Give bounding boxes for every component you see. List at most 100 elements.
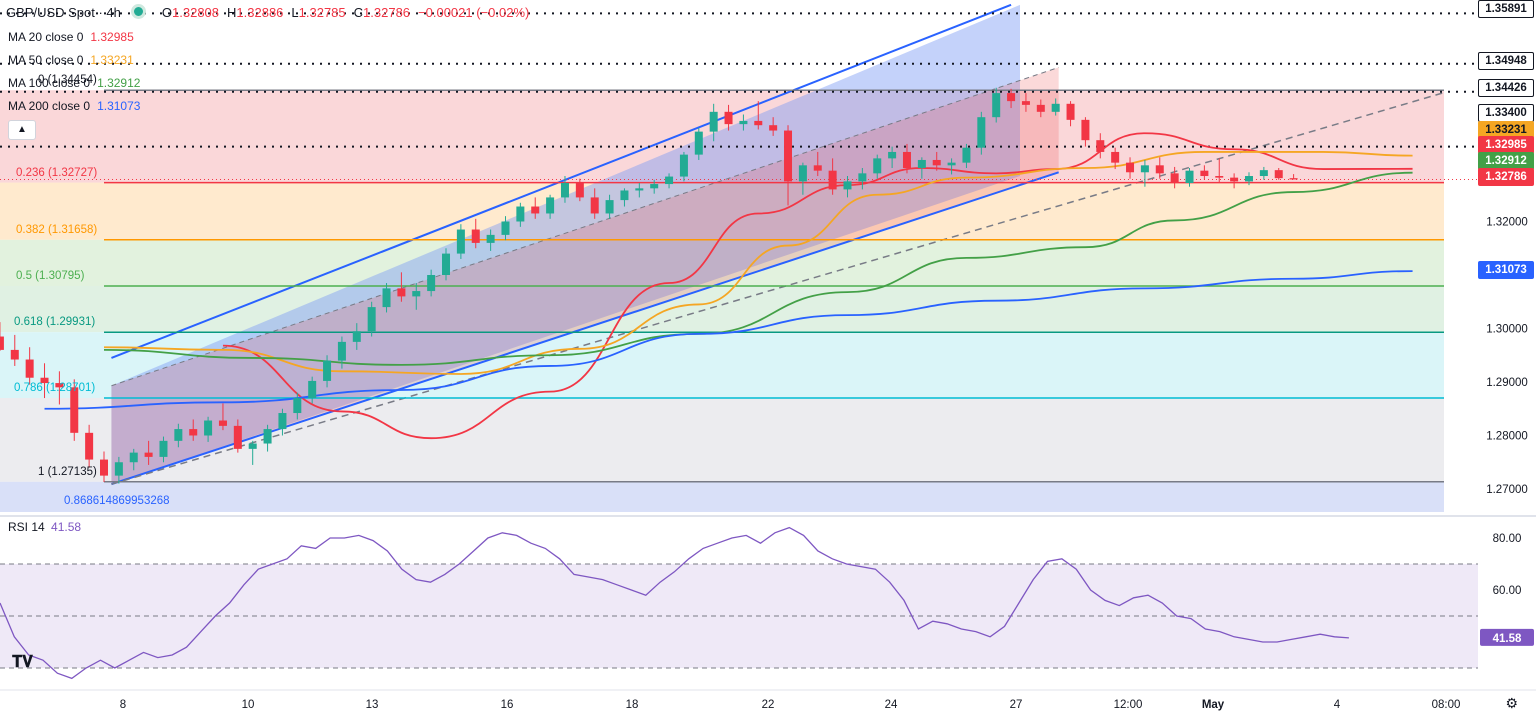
candle-body — [114, 462, 123, 476]
fib-level-label: 0.618 (1.29931) — [14, 316, 96, 329]
rsi-pane: 80.00 60.00 41.58 — [0, 515, 1536, 680]
candle-body — [739, 120, 748, 125]
fib-zone — [0, 90, 1444, 183]
ohlc-value: −0.00021 (−0.02%) — [418, 5, 530, 20]
channel-upper-line — [111, 3, 1012, 359]
candle-body — [932, 159, 941, 166]
rsi-tick-label: 60.00 — [1493, 585, 1522, 597]
ma-line — [103, 151, 1413, 375]
indicator-legend-item[interactable]: MA 50 close 0 1.33231 — [8, 53, 134, 67]
candle-body — [575, 182, 584, 198]
ohlc-key: C — [353, 5, 364, 20]
price-label: 1.31073 — [1478, 261, 1534, 279]
candle-body — [650, 184, 659, 189]
candle-body — [85, 432, 94, 460]
candle-body — [709, 111, 718, 132]
time-tick-label: 13 — [366, 699, 379, 711]
price-channel — [111, 3, 1443, 486]
indicator-legend-item[interactable]: MA 200 close 0 1.31073 — [8, 99, 140, 113]
candle-body — [486, 234, 495, 243]
candle-body — [679, 154, 688, 177]
indicator-label: MA 50 close 0 — [8, 53, 84, 67]
price-label: 1.33231 — [1478, 121, 1534, 139]
ohlc-value: 1.32785 — [298, 5, 346, 20]
time-axis[interactable]: 8 10 13 16 18 22 24 27 12:00 May 4 08:00 — [0, 689, 1536, 711]
rsi-value-badge — [1480, 628, 1534, 646]
candle-body — [40, 377, 49, 384]
indicator-label: MA 200 close 0 — [8, 99, 91, 113]
market-status-icon — [130, 4, 146, 19]
ohlc-item: −0.00021 (−0.02%) — [418, 5, 529, 20]
fib-level-label: 0.382 (1.31658) — [16, 223, 98, 236]
ohlc-key: O — [161, 5, 173, 20]
candle-body — [144, 452, 153, 457]
moving-averages — [44, 132, 1413, 440]
price-label: 1.32786 — [1478, 168, 1534, 186]
fib-zone — [0, 332, 1444, 398]
candle-body — [1230, 177, 1239, 182]
candle-body — [635, 188, 644, 191]
candle-body — [516, 206, 525, 222]
symbol-header: GBP/USD Spot · 4h O1.32808 H1.32886 L1.3278… — [6, 4, 529, 20]
settings-gear-icon[interactable]: ⚙ — [1505, 695, 1518, 711]
candle-body — [843, 181, 852, 190]
candle-body — [501, 221, 510, 235]
candle-body — [129, 452, 138, 463]
fib-extension-label: 0.868614869953268 — [64, 495, 170, 507]
time-tick-label: 8 — [120, 699, 126, 711]
price-label: 1.34426 — [1478, 79, 1534, 97]
candle-body — [754, 120, 763, 126]
indicator-value: 1.33231 — [90, 53, 134, 67]
candle-body — [1096, 140, 1105, 152]
fib-zone — [0, 182, 1444, 240]
price-tick-label: 1.32000 — [1486, 217, 1528, 229]
candle-body — [55, 383, 64, 388]
candle-body — [248, 443, 257, 449]
candle-body — [1051, 103, 1060, 112]
time-tick-label: 27 — [1010, 699, 1023, 711]
candle-body — [337, 341, 346, 361]
candle-body — [1126, 162, 1135, 173]
candle-body — [263, 429, 272, 444]
indicator-legend-item[interactable]: MA 20 close 0 1.32985 — [8, 30, 134, 44]
candle-body — [159, 440, 168, 457]
indicator-label: MA 20 close 0 — [8, 30, 84, 44]
price-tick-label: 1.29000 — [1486, 377, 1528, 389]
candle-body — [560, 182, 569, 198]
symbol-title: GBP/USD Spot · 4h — [6, 5, 121, 20]
collapse-legend-button[interactable]: ▲ — [8, 120, 36, 140]
candle-body — [204, 420, 213, 436]
channel-inner-fill — [111, 67, 1059, 485]
time-tick-label: 10 — [242, 699, 255, 711]
candle-body — [1185, 170, 1194, 183]
candle-body — [620, 190, 629, 201]
candle-body — [1066, 103, 1075, 120]
candle-body — [471, 229, 480, 243]
candle-body — [412, 291, 421, 297]
candle-body — [10, 349, 19, 360]
ohlc-key: H — [227, 5, 237, 20]
candle-body — [858, 173, 867, 182]
ohlc-value: 1.32886 — [236, 5, 284, 20]
candle-body — [352, 331, 361, 342]
indicator-value: 1.32912 — [97, 76, 141, 90]
candle-body — [308, 380, 317, 399]
indicator-legend-item[interactable]: MA 100 close 0 1.32912 — [8, 76, 140, 90]
candle-body — [456, 229, 465, 254]
candle-body — [977, 117, 986, 148]
candle-body — [1215, 176, 1224, 178]
candle-body — [1289, 178, 1298, 180]
candle-body — [189, 429, 198, 436]
ohlc-item: C1.32786 — [354, 5, 410, 20]
candle-body — [813, 165, 822, 171]
ohlc-key: L — [291, 5, 299, 20]
candle-body — [665, 176, 674, 185]
candle-body — [174, 429, 183, 441]
candle-body — [278, 413, 287, 430]
candle-body — [397, 288, 406, 297]
candle-body — [1170, 173, 1179, 183]
price-tick-label: 1.28000 — [1486, 431, 1528, 443]
candle-body — [25, 359, 34, 378]
price-label: 1.35891 — [1478, 0, 1534, 18]
